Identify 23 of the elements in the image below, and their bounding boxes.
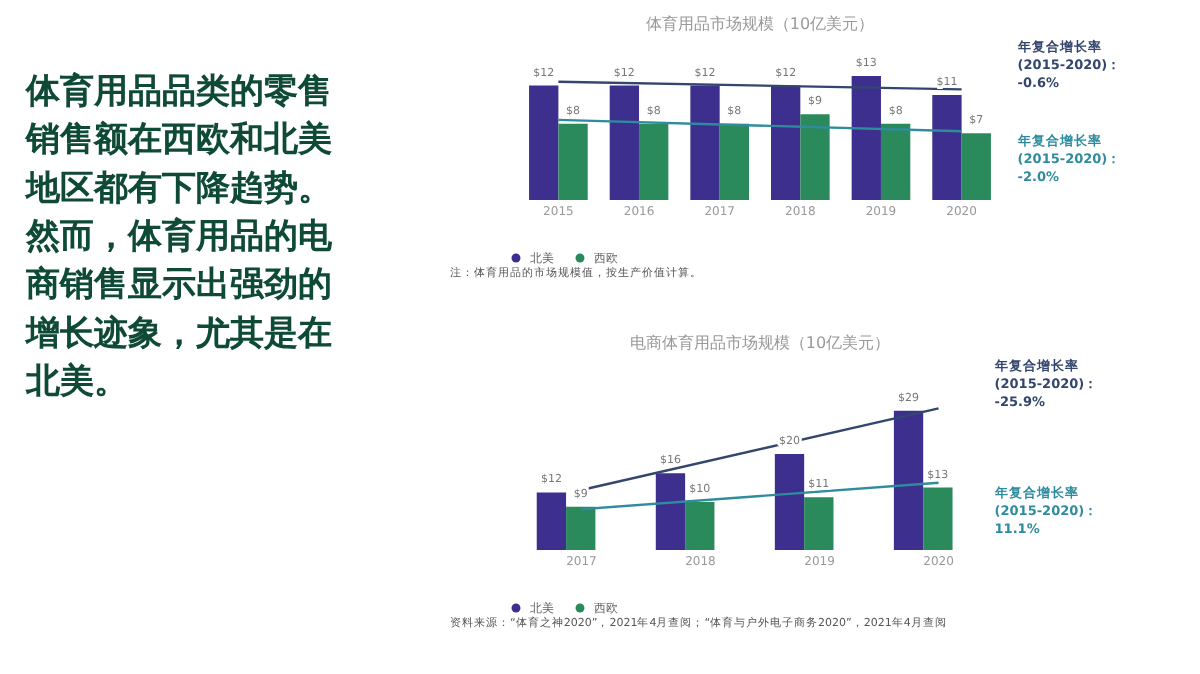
- bar: [804, 497, 834, 550]
- bar: [774, 454, 805, 550]
- bar: [932, 95, 962, 200]
- bar: [690, 85, 720, 200]
- bar: [685, 502, 715, 550]
- bar: [609, 85, 640, 200]
- bar: [800, 114, 830, 200]
- bar: [529, 85, 559, 200]
- bar: [719, 123, 749, 200]
- bar: [536, 492, 567, 550]
- bar: [961, 133, 991, 200]
- bar: [893, 410, 924, 550]
- chart-title: 体育用品市场规模（10亿美元）: [645, 15, 875, 34]
- bar: [566, 506, 596, 550]
- text: 体育用品品类的零售销售额在西欧和北美地区都有下降趋势。然而，体育用品的电商销售显示出强劲的增长迹象，尤其是在北美。: [24, 70, 334, 402]
- chart-title: 电商体育用品市场规模（10亿美元）: [629, 334, 891, 353]
- bar: [923, 487, 953, 550]
- bar: [880, 123, 911, 200]
- bar: [639, 123, 669, 200]
- bar: [655, 473, 686, 550]
- bar: [851, 76, 881, 200]
- bar: [558, 123, 588, 200]
- bar: [771, 85, 801, 200]
